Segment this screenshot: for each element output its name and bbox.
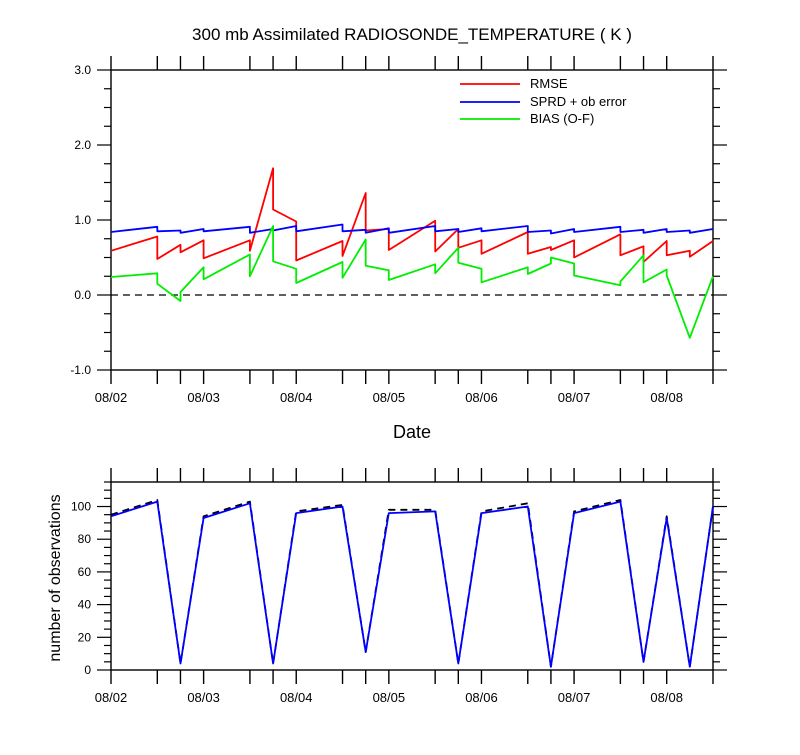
panel1-x-tick-label: 08/06 <box>465 390 498 405</box>
panel1-y-tick-label: 1.0 <box>74 213 91 227</box>
panel2-plot-frame <box>110 481 714 671</box>
panel1-x-tick-label: 08/02 <box>95 390 128 405</box>
x-axis-label: Date <box>393 422 431 442</box>
panel1-series-line-bias-o-f <box>110 225 714 339</box>
panel1-series-line-rmse <box>110 167 714 263</box>
panel2-x-tick-label: 08/06 <box>465 690 498 705</box>
panel2-y-tick-label: 100 <box>71 500 91 514</box>
panel1-x-tick-label: 08/03 <box>187 390 220 405</box>
panel2-x-tick-label: 08/03 <box>187 690 220 705</box>
panel1-y-tick-label: 2.0 <box>74 138 91 152</box>
panel2-series-line-series-0 <box>110 499 714 668</box>
panel1-x-tick-label: 08/04 <box>280 390 313 405</box>
panel1-x-tick-label: 08/08 <box>650 390 683 405</box>
y-axis-label: number of observations <box>47 494 64 661</box>
panel2-y-tick-label: 40 <box>78 598 92 612</box>
panel2-y-tick-label: 20 <box>78 630 92 644</box>
panel1-y-tick-label: 0.0 <box>74 288 91 302</box>
panel2-y-tick-label: 80 <box>78 532 92 546</box>
chart-title: 300 mb Assimilated RADIOSONDE_TEMPERATUR… <box>192 25 632 44</box>
panel2-x-tick-label: 08/05 <box>373 690 406 705</box>
panel1-y-tick-label: 3.0 <box>74 63 91 77</box>
panel1-plot-frame <box>110 69 714 371</box>
panel1-x-tick-label: 08/07 <box>558 390 591 405</box>
panel2-x-tick-label: 08/07 <box>558 690 591 705</box>
panel2-x-tick-label: 08/04 <box>280 690 313 705</box>
panel2-y-tick-label: 60 <box>78 565 92 579</box>
panel1-series-line-sprd-ob-error <box>110 223 714 235</box>
panel2-x-tick-label: 08/02 <box>95 690 128 705</box>
legend-label-sprd-ob-error: SPRD + ob error <box>530 94 627 109</box>
panel2-series-line-series-1 <box>110 500 714 668</box>
panel2-y-tick-label: 0 <box>84 663 91 677</box>
panel1-y-tick-label: -1.0 <box>70 363 91 377</box>
panel2-x-tick-label: 08/08 <box>650 690 683 705</box>
panel1-x-tick-label: 08/05 <box>373 390 406 405</box>
legend-label-rmse: RMSE <box>530 76 568 91</box>
legend-label-bias-o-f: BIAS (O-F) <box>530 111 594 126</box>
